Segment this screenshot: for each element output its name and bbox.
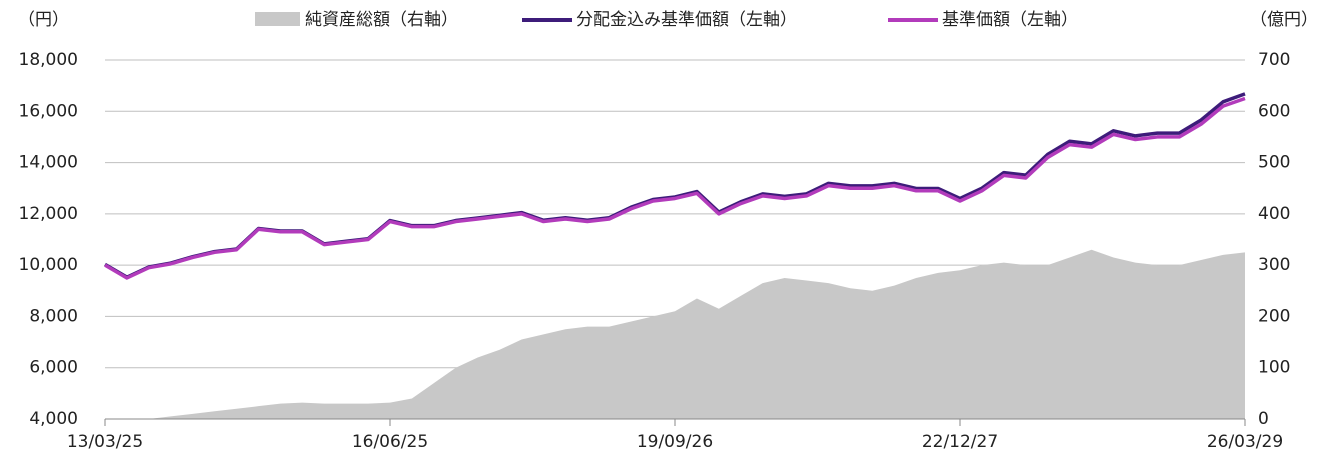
y2-tick-label: 300 <box>1258 255 1290 275</box>
y-tick-label: 8,000 <box>29 306 78 326</box>
y2-tick-label: 600 <box>1258 101 1290 121</box>
y2-tick-label: 400 <box>1258 204 1290 224</box>
y-tick-label: 18,000 <box>19 50 78 70</box>
y2-unit-label: （億円） <box>1250 10 1318 30</box>
y2-tick-label: 0 <box>1258 409 1269 429</box>
y-tick-label: 6,000 <box>29 358 78 378</box>
y-tick-label: 12,000 <box>19 204 78 224</box>
line <box>104 92 1246 279</box>
x-tick-label: 26/03/29 <box>1207 432 1283 452</box>
legend-label: 純資産総額（右軸） <box>305 10 458 30</box>
y2-tick-label: 500 <box>1258 153 1290 173</box>
line <box>104 96 1246 280</box>
legend-label: 分配金込み基準価額（左軸） <box>576 10 797 30</box>
x-tick-label: 22/12/27 <box>922 432 998 452</box>
legend-swatch <box>255 12 300 26</box>
y2-tick-label: 200 <box>1258 306 1290 326</box>
x-tick-label: 19/09/26 <box>637 432 713 452</box>
x-tick-label: 13/03/25 <box>67 432 143 452</box>
y-tick-label: 14,000 <box>19 153 78 173</box>
y-unit-label: （円） <box>18 10 69 30</box>
y2-tick-label: 700 <box>1258 50 1290 70</box>
y2-tick-label: 100 <box>1258 358 1290 378</box>
y-tick-label: 10,000 <box>19 255 78 275</box>
y-tick-label: 16,000 <box>19 101 78 121</box>
legend-label: 基準価額（左軸） <box>942 10 1078 30</box>
y-tick-label: 4,000 <box>29 409 78 429</box>
area <box>105 249 1245 419</box>
x-tick-label: 16/06/25 <box>352 432 428 452</box>
